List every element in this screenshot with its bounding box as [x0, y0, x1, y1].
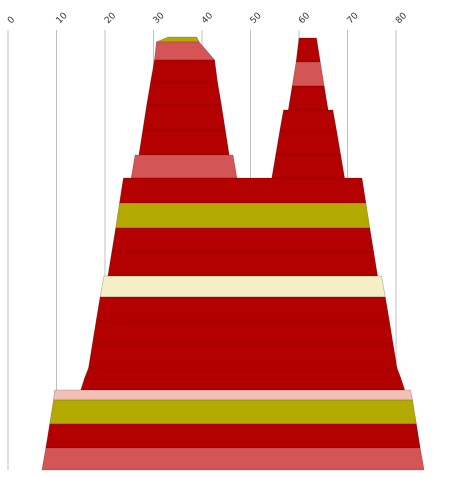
left-peak-band-6 — [138, 129, 230, 156]
x-tick-label-20: 20 — [103, 11, 118, 26]
base-band-6 — [95, 296, 390, 321]
right-peak-band-3 — [287, 85, 329, 111]
band-layer — [41, 36, 425, 471]
base-band-1 — [119, 177, 367, 204]
base-band-5 — [99, 275, 386, 298]
x-tick-labels: 0 10 20 30 40 50 60 70 80 — [6, 11, 409, 26]
x-tick-label-50: 50 — [249, 11, 264, 26]
base-band-9 — [84, 367, 402, 379]
base-band-4 — [107, 251, 378, 277]
base-band-2 — [115, 202, 371, 229]
base-band-3 — [111, 227, 375, 253]
x-tick-label-0: 0 — [6, 15, 17, 26]
right-peak-band-4 — [279, 109, 338, 133]
left-peak-band-5 — [142, 104, 226, 131]
base-band-11 — [53, 389, 413, 401]
x-tick-label-70: 70 — [346, 11, 361, 26]
base-band-10 — [80, 377, 406, 391]
right-peak-band-1 — [295, 37, 321, 63]
left-peak-band-4 — [146, 81, 222, 106]
right-peak-band-6 — [271, 154, 345, 179]
x-tick-label-80: 80 — [394, 11, 409, 26]
left-peak-band-1 — [156, 36, 200, 43]
right-peak-band-5 — [275, 131, 342, 156]
x-tick-label-30: 30 — [152, 11, 167, 26]
base-band-13 — [45, 423, 421, 449]
base-band-12 — [49, 399, 417, 425]
x-tick-label-60: 60 — [297, 11, 312, 26]
left-peak-band-2 — [154, 41, 216, 61]
right-peak-band-2 — [291, 61, 325, 87]
left-peak-band-3 — [150, 59, 218, 83]
x-tick-label-40: 40 — [200, 11, 215, 26]
left-peak-band-8 — [130, 154, 238, 179]
base-band-7 — [92, 319, 394, 345]
base-band-14 — [41, 447, 425, 471]
x-tick-label-10: 10 — [55, 11, 70, 26]
base-band-8 — [88, 343, 398, 369]
